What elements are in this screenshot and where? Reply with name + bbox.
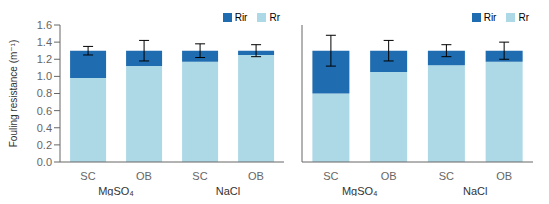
svg-text:Fouling resistance (m⁻¹): Fouling resistance (m⁻¹) — [8, 40, 19, 148]
svg-text:SC: SC — [439, 170, 454, 182]
html-text:Rr: Rr — [518, 12, 529, 23]
svg-text:NaCl: NaCl — [463, 185, 487, 196]
svg-text:0.4: 0.4 — [37, 122, 52, 134]
svg-text:MgSO₄: MgSO₄ — [98, 185, 134, 196]
svg-text:0.0: 0.0 — [37, 156, 52, 168]
html-text:Rr: Rr — [269, 12, 280, 23]
svg-text:SC: SC — [323, 170, 338, 182]
html-text:Rir: Rir — [234, 12, 248, 23]
svg-text:MgSO₄: MgSO₄ — [342, 185, 378, 196]
svg-text:OB: OB — [496, 170, 512, 182]
svg-text:OB: OB — [381, 170, 397, 182]
svg-text:SC: SC — [80, 170, 95, 182]
svg-text:SC: SC — [192, 170, 207, 182]
svg-text:1.0: 1.0 — [37, 70, 52, 82]
svg-text:OB: OB — [136, 170, 152, 182]
html-text:Rir: Rir — [483, 12, 497, 23]
svg-text:NaCl: NaCl — [216, 185, 240, 196]
svg-text:0.6: 0.6 — [37, 105, 52, 117]
svg-text:1.2: 1.2 — [37, 53, 52, 65]
svg-text:OB: OB — [248, 170, 264, 182]
svg-text:0.2: 0.2 — [37, 139, 52, 151]
svg-text:1.6: 1.6 — [37, 19, 52, 31]
svg-text:1.4: 1.4 — [37, 36, 52, 48]
svg-text:0.8: 0.8 — [37, 87, 52, 99]
